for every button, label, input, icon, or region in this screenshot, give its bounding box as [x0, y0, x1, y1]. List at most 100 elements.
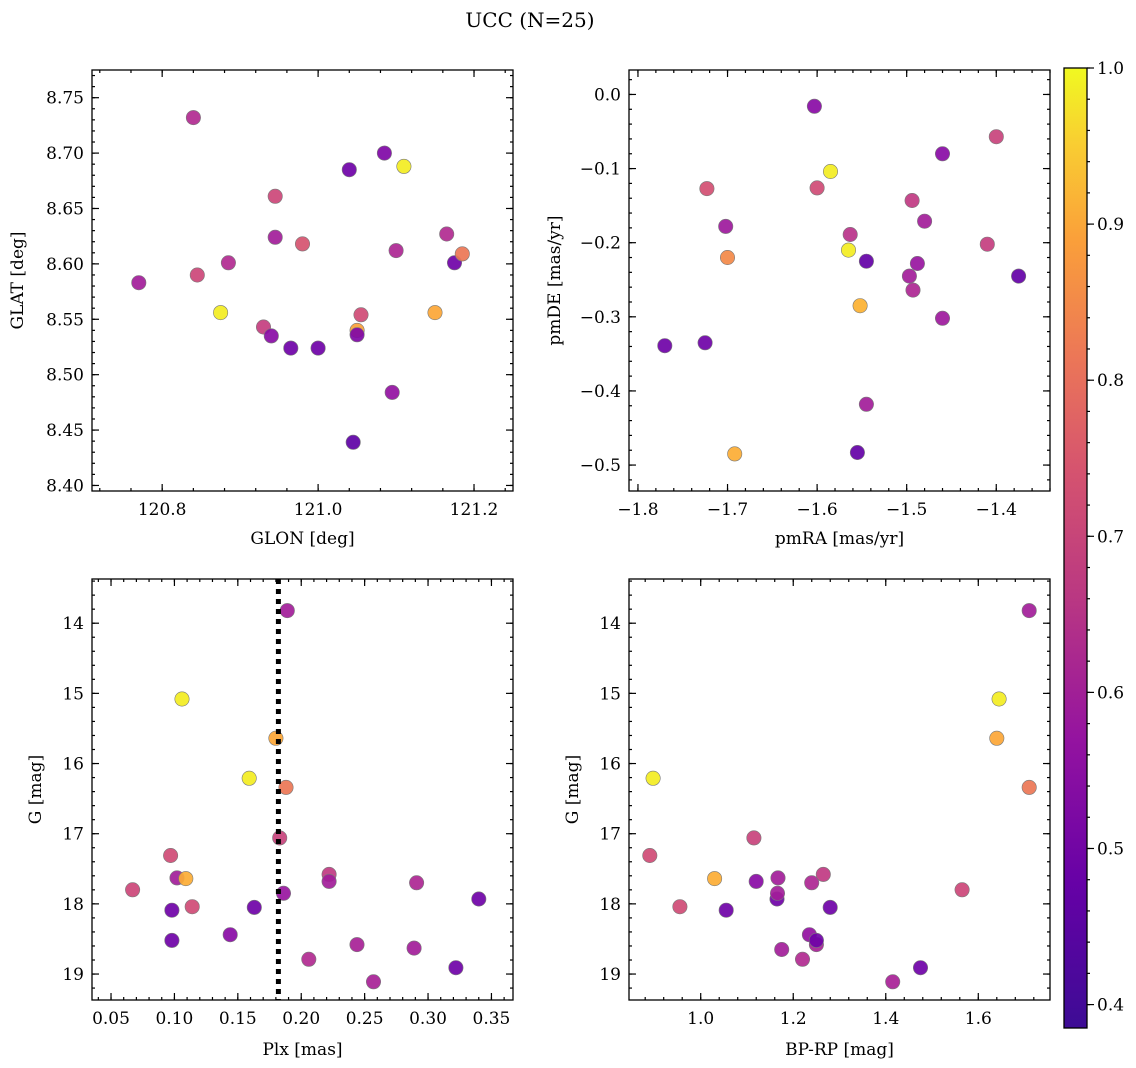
data-point: [353, 307, 369, 323]
y-tick-label: 8.65: [46, 199, 84, 219]
data-point: [815, 866, 831, 882]
data-point: [396, 158, 412, 174]
y-tick-label: −0.4: [580, 382, 621, 402]
data-point: [809, 180, 825, 196]
data-point: [842, 227, 858, 243]
data-point: [241, 770, 257, 786]
data-point: [164, 932, 180, 948]
y-tick-label: 18: [599, 895, 621, 915]
x-tick-label: 120.8: [138, 500, 187, 520]
data-point: [1021, 603, 1037, 619]
panel-bottom-left-ylabel: G [mag]: [26, 755, 46, 824]
data-point: [310, 340, 326, 356]
data-point: [178, 871, 194, 887]
x-tick-label: 0.20: [282, 1009, 320, 1029]
data-point: [439, 226, 455, 242]
data-point: [189, 267, 205, 283]
panel-top-right: −1.8 −1.7 −1.6 −1.5 −1.4 0.0 −0.1 −0.2 −0.3 −0.4 −…: [545, 69, 1051, 549]
data-point: [213, 305, 229, 321]
y-tick-label: 16: [599, 755, 621, 775]
colorbar-gradient: [1064, 68, 1087, 1028]
colorbar-tick-label: 0.8: [1097, 371, 1124, 391]
data-point: [822, 899, 838, 915]
data-point: [471, 891, 487, 907]
x-tick-label: 0.15: [219, 1009, 257, 1029]
panel-top-right-xlabel: pmRA [mas/yr]: [775, 529, 904, 549]
y-tick-label: 19: [599, 965, 621, 985]
data-point: [901, 268, 917, 284]
y-tick-label: −0.3: [580, 308, 621, 328]
y-tick-label: −0.2: [580, 234, 621, 254]
data-point: [909, 255, 925, 271]
x-tick-label: −1.8: [617, 500, 658, 520]
data-point: [794, 951, 810, 967]
data-point: [904, 193, 920, 209]
data-point: [849, 444, 865, 460]
panel-top-left-ylabel: GLAT [deg]: [8, 231, 28, 329]
panel-top-left-ticks: 120.8 121.0 121.2 8.40 8.45 8.50 8.55 8.60 8.65 8…: [46, 70, 513, 520]
data-point: [991, 691, 1007, 707]
x-tick-label: 0.25: [346, 1009, 384, 1029]
x-tick-label: 1.2: [780, 1009, 807, 1029]
data-point: [125, 882, 141, 898]
data-point: [769, 885, 785, 901]
data-point: [267, 188, 283, 204]
data-point: [220, 255, 236, 271]
data-point: [349, 937, 365, 953]
data-point: [746, 830, 762, 846]
data-point: [852, 298, 868, 314]
y-tick-label: 17: [599, 825, 621, 845]
data-point: [774, 941, 790, 957]
x-tick-label: 0.05: [92, 1009, 130, 1029]
x-tick-label: 1.6: [965, 1009, 992, 1029]
data-point: [979, 236, 995, 252]
y-tick-label: 8.70: [46, 144, 84, 164]
data-point: [174, 691, 190, 707]
data-point: [341, 162, 357, 178]
data-point: [163, 847, 179, 863]
data-point: [388, 243, 404, 259]
data-point: [727, 446, 743, 462]
data-point: [808, 932, 824, 948]
data-point: [858, 253, 874, 269]
data-point: [409, 875, 425, 891]
y-tick-label: 15: [62, 684, 84, 704]
data-point: [131, 275, 147, 291]
panel-top-right-ticks: −1.8 −1.7 −1.6 −1.5 −1.4 0.0 −0.1 −0.2 −0.3 −0.4 −…: [580, 70, 1051, 520]
data-point: [376, 145, 392, 161]
data-point: [184, 899, 200, 915]
y-tick-label: 19: [62, 965, 84, 985]
data-point: [406, 940, 422, 956]
panel-top-left-points: [131, 110, 470, 450]
colorbar-tick-label: 1.0: [1097, 59, 1124, 79]
data-point: [283, 340, 299, 356]
panel-bottom-left-frame: [91, 578, 514, 1001]
y-tick-label: 14: [62, 614, 84, 634]
x-tick-label: 1.4: [872, 1009, 899, 1029]
data-point: [1011, 268, 1027, 284]
x-tick-label: 0.35: [473, 1009, 511, 1029]
y-tick-label: 0.0: [594, 85, 621, 105]
data-point: [912, 960, 928, 976]
panel-bottom-left-points: [125, 603, 487, 990]
data-point: [427, 305, 443, 321]
data-point: [840, 242, 856, 258]
y-tick-label: 8.55: [46, 310, 84, 330]
x-tick-label: 121.0: [294, 500, 343, 520]
data-point: [301, 951, 317, 967]
data-point: [804, 875, 820, 891]
figure-title: UCC (N=25): [465, 8, 594, 32]
data-point: [279, 603, 295, 619]
data-point: [707, 871, 723, 887]
panel-bottom-right-ylabel: G [mag]: [563, 755, 583, 824]
data-point: [770, 870, 786, 886]
data-point: [294, 236, 310, 252]
panel-bottom-right-xlabel: BP-RP [mag]: [785, 1040, 894, 1060]
panel-top-right-ylabel: pmDE [mas/yr]: [545, 215, 565, 345]
data-point: [748, 873, 764, 889]
colorbar-tick-label: 0.6: [1097, 683, 1124, 703]
data-point: [454, 246, 470, 262]
x-tick-label: 121.2: [450, 500, 499, 520]
data-point: [954, 882, 970, 898]
data-point: [672, 899, 688, 915]
